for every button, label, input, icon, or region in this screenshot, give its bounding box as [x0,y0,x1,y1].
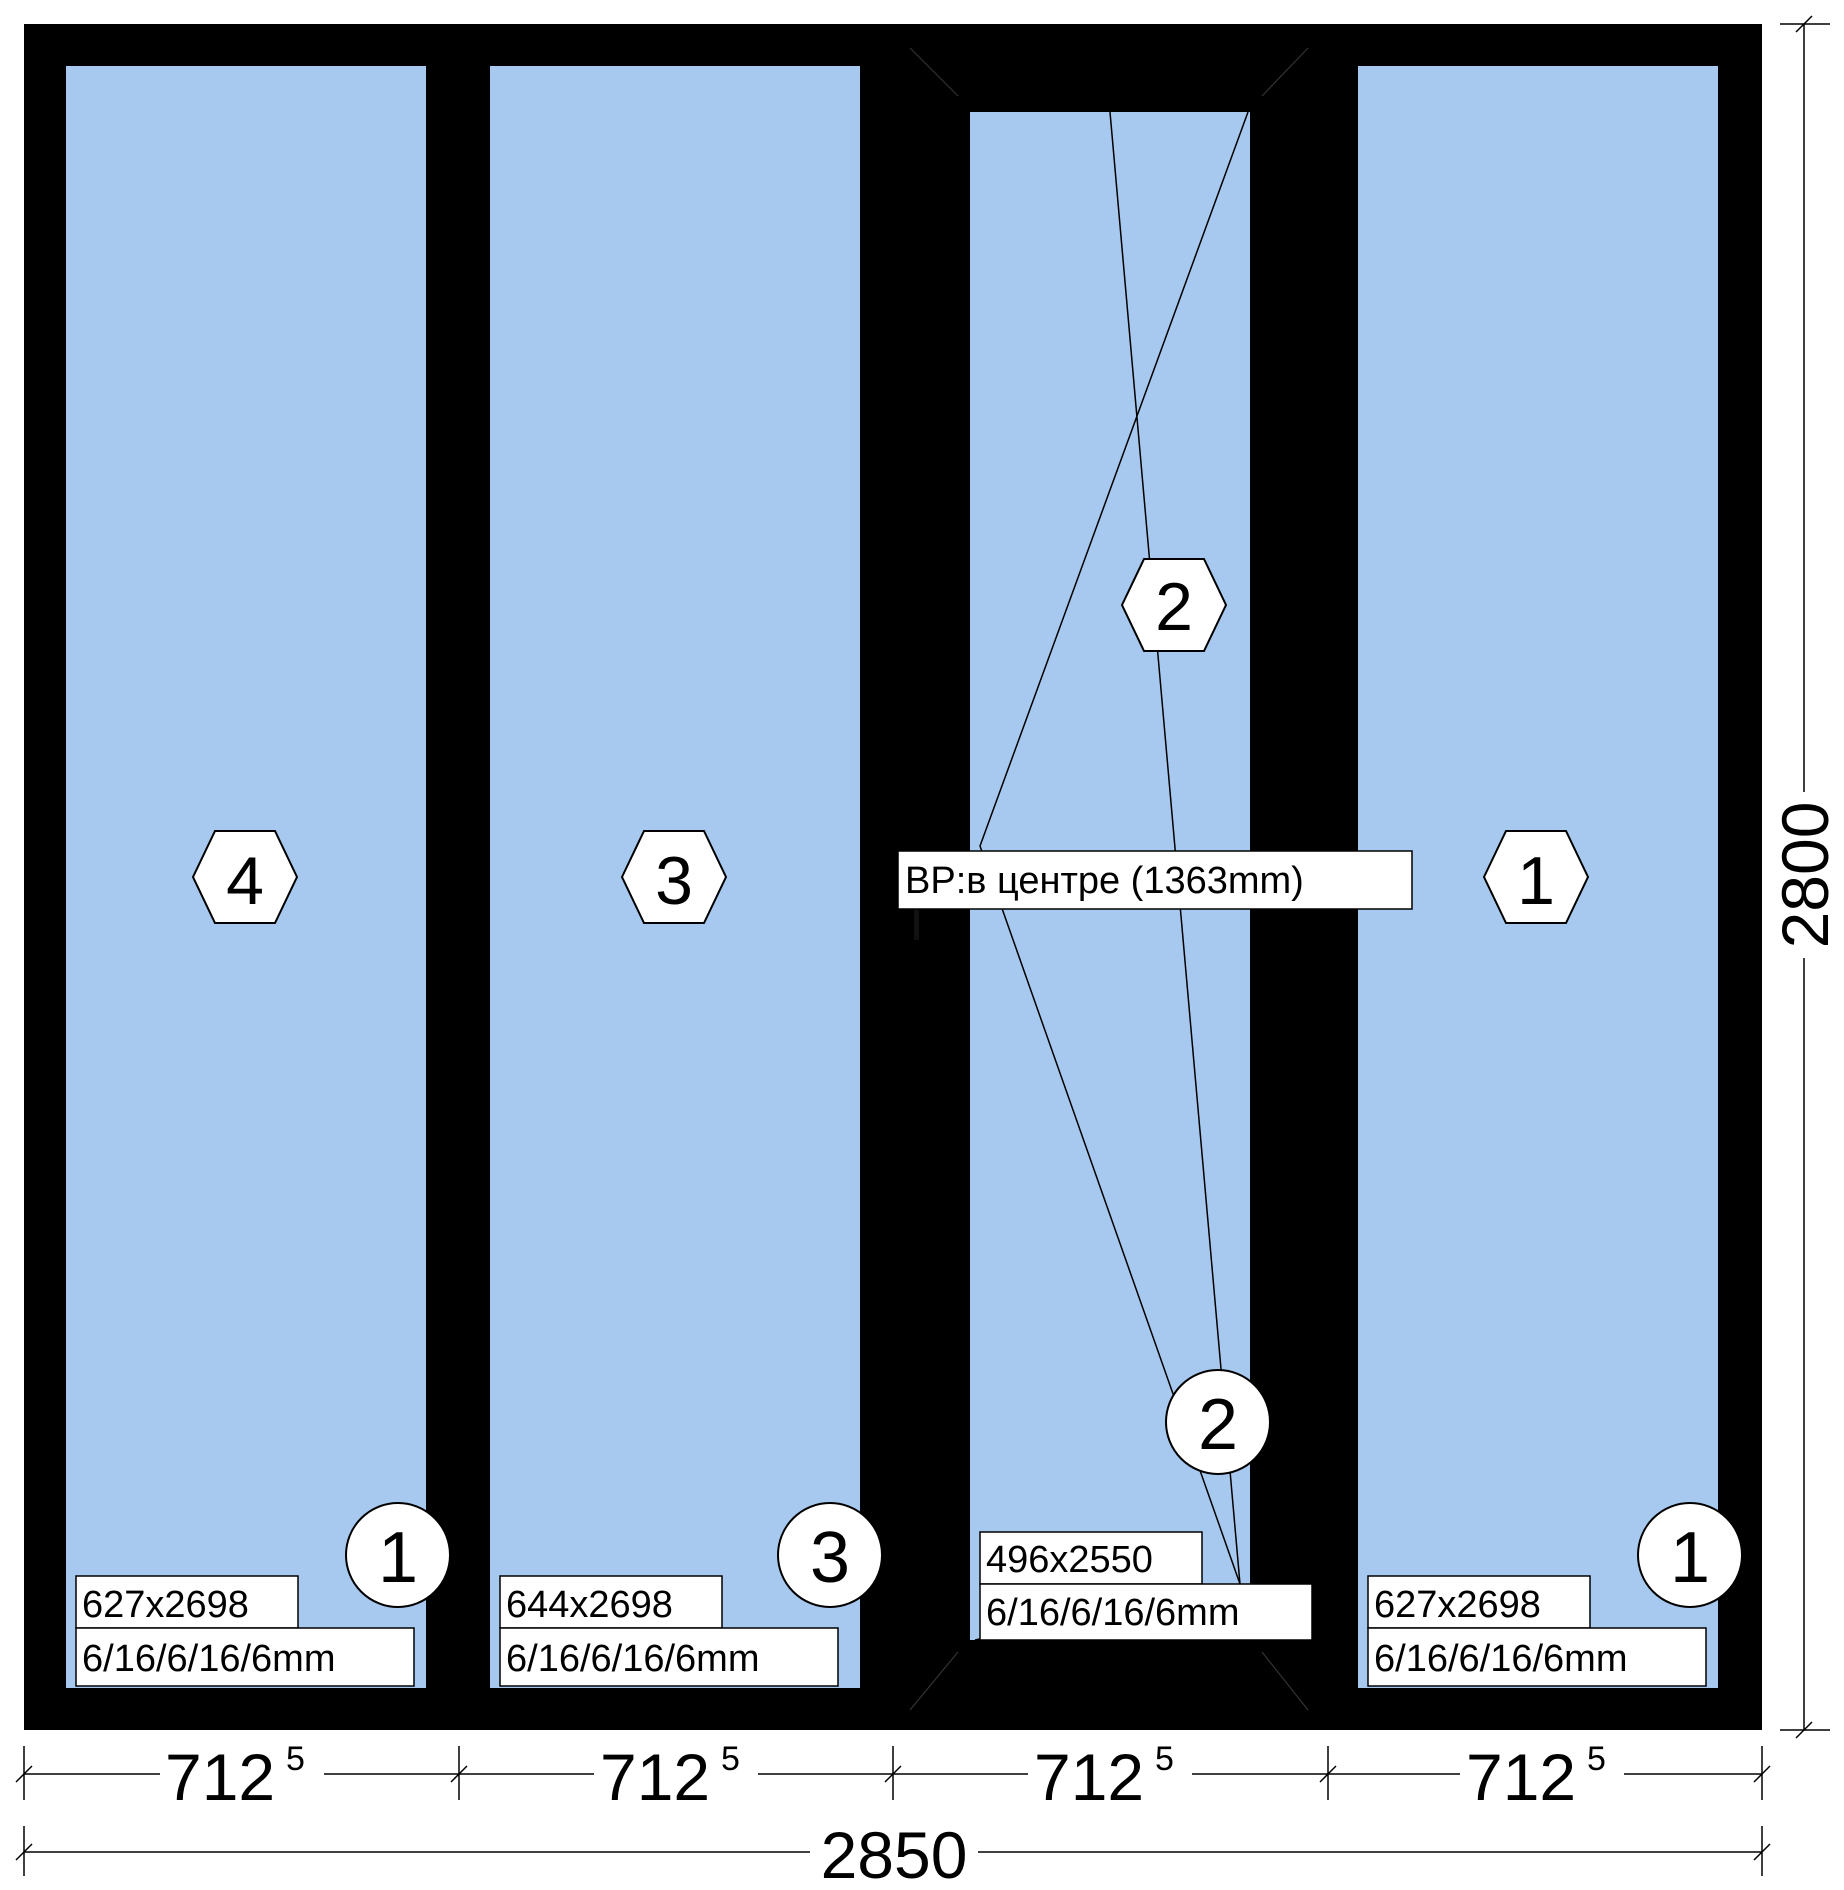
glass-label-panel-1: 627x2698 6/16/6/16/6mm [75,1575,415,1687]
circle-marker-panel-2: 3 [777,1502,883,1608]
total-height-dimension-line [1780,15,1830,1739]
svg-text:712: 712 [1034,1740,1144,1814]
svg-text:496x2550: 496x2550 [986,1539,1153,1581]
sash-bevel-lines [909,47,1309,1711]
svg-text:5: 5 [286,1740,305,1778]
svg-text:4: 4 [226,843,264,919]
svg-text:BP:в центре (1363mm): BP:в центре (1363mm) [905,860,1304,902]
svg-text:3: 3 [810,1518,850,1598]
total-width-dimension-line [15,1826,1771,1876]
svg-text:627x2698: 627x2698 [1374,1584,1541,1626]
svg-text:1: 1 [1670,1518,1710,1598]
circle-marker-panel-3: 2 [1165,1369,1271,1475]
hex-marker-panel-3: 2 [1120,558,1228,652]
svg-text:644x2698: 644x2698 [506,1584,673,1626]
hex-marker-panel-4: 1 [1482,830,1590,924]
svg-text:712: 712 [1466,1740,1576,1814]
svg-text:712: 712 [165,1740,275,1814]
svg-text:1: 1 [378,1518,418,1598]
glass-label-panel-2: 644x2698 6/16/6/16/6mm [499,1575,839,1687]
section-width-3: 712 5 [1034,1740,1174,1814]
svg-text:2: 2 [1198,1385,1238,1465]
handle-position-label: BP:в центре (1363mm) [897,850,1413,910]
total-height-label: 2800 [1768,802,1842,949]
svg-text:627x2698: 627x2698 [82,1584,249,1626]
hex-marker-panel-2: 3 [620,830,728,924]
svg-text:6/16/6/16/6mm: 6/16/6/16/6mm [506,1638,759,1680]
svg-text:2: 2 [1155,569,1193,645]
svg-text:712: 712 [600,1740,710,1814]
handle-mark [914,904,919,940]
svg-text:5: 5 [721,1740,740,1778]
circle-marker-panel-4: 1 [1637,1502,1743,1608]
glass-label-panel-4: 627x2698 6/16/6/16/6mm [1367,1575,1707,1687]
svg-text:1: 1 [1517,843,1555,919]
section-width-2: 712 5 [600,1740,740,1814]
svg-text:3: 3 [655,843,693,919]
hex-marker-panel-1: 4 [191,830,299,924]
section-dimension-line [15,1746,1771,1800]
svg-text:5: 5 [1587,1740,1606,1778]
section-width-1: 712 5 [165,1740,305,1814]
glass-label-panel-3: 496x2550 6/16/6/16/6mm [979,1531,1313,1641]
total-width-label: 2850 [821,1818,968,1890]
svg-text:6/16/6/16/6mm: 6/16/6/16/6mm [986,1592,1239,1634]
section-width-4: 712 5 [1466,1740,1606,1814]
svg-text:6/16/6/16/6mm: 6/16/6/16/6mm [1374,1638,1627,1680]
svg-text:6/16/6/16/6mm: 6/16/6/16/6mm [82,1638,335,1680]
svg-text:5: 5 [1155,1740,1174,1778]
circle-marker-panel-1: 1 [345,1502,451,1608]
